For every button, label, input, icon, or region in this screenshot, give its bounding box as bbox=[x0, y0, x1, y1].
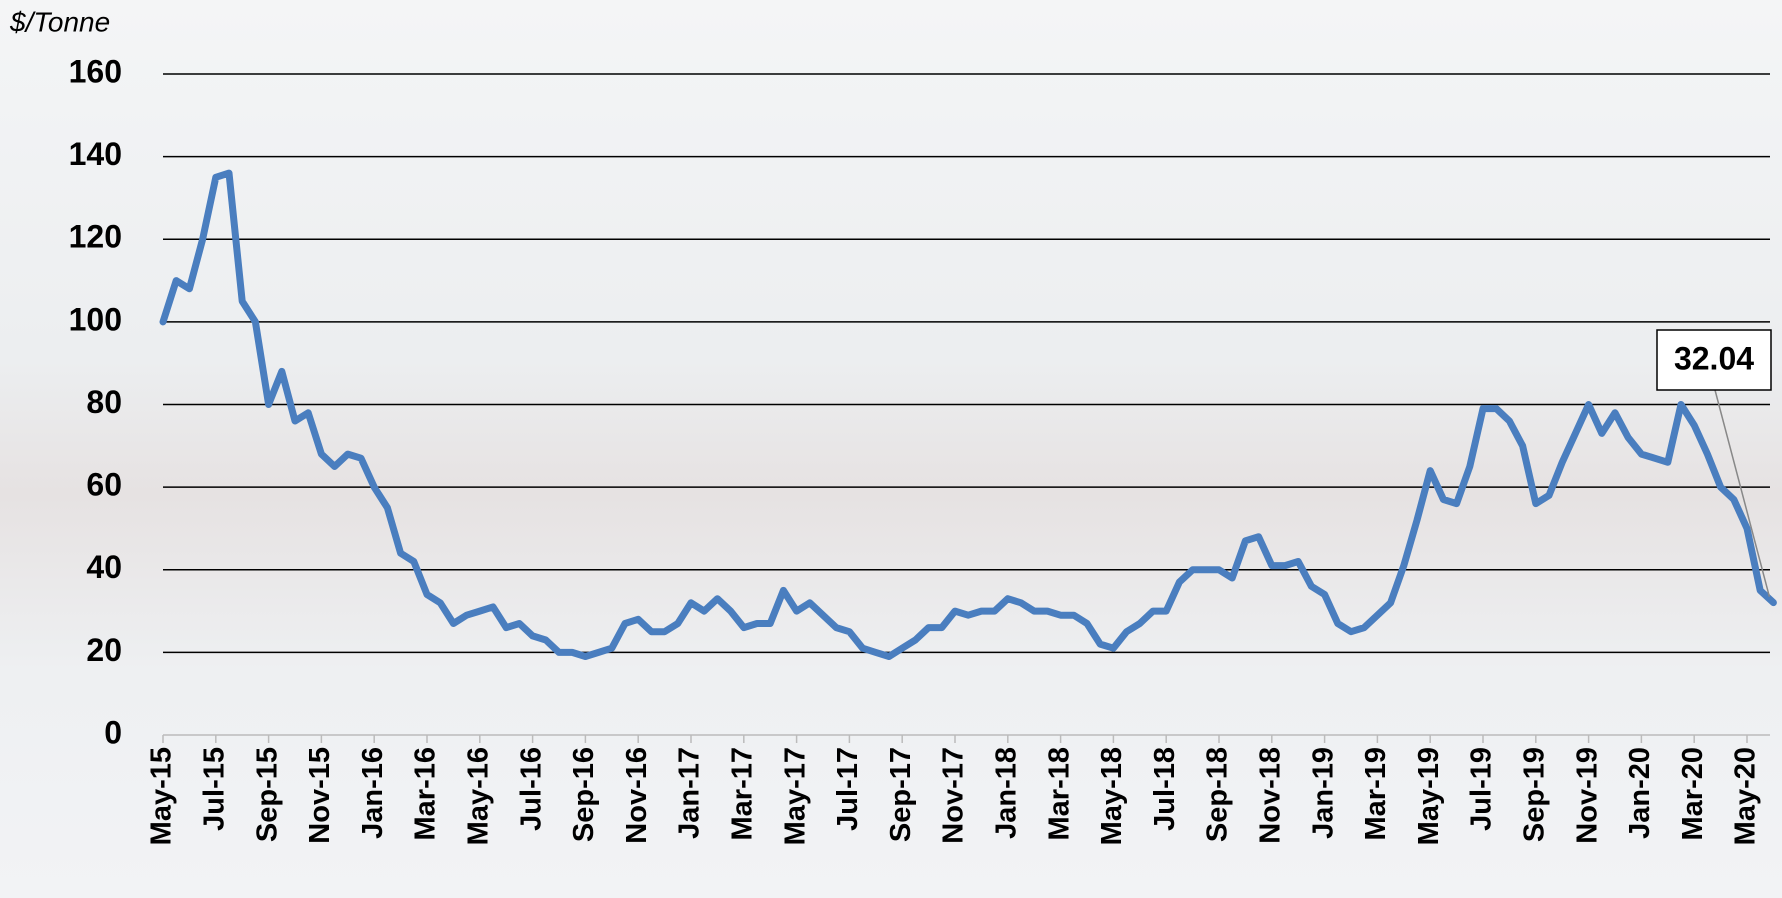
x-tick-label: Jul-17 bbox=[832, 747, 864, 831]
value-label: 32.04 bbox=[1674, 340, 1754, 376]
x-tick-label: Mar-17 bbox=[726, 747, 758, 841]
x-tick-label: Jul-16 bbox=[515, 747, 547, 831]
chart: $/Tonne 0 20 40 60 80 100 120 140 160 May-15 Jul-1… bbox=[0, 0, 1782, 898]
x-tick-label: May-20 bbox=[1730, 747, 1762, 845]
x-tick-label: May-15 bbox=[146, 747, 178, 845]
x-tick-label: Nov-17 bbox=[938, 747, 970, 844]
y-tick-label: 80 bbox=[86, 384, 122, 420]
y-axis-label: $/Tonne bbox=[9, 6, 110, 37]
x-tick-label: Mar-20 bbox=[1677, 747, 1709, 841]
x-tick-label: Jul-19 bbox=[1466, 747, 1498, 831]
x-tick-label: Nov-19 bbox=[1571, 747, 1603, 844]
x-tick-label: Mar-16 bbox=[410, 747, 442, 841]
x-tick-label: May-18 bbox=[1096, 747, 1128, 845]
y-tick-label: 140 bbox=[69, 136, 122, 172]
x-tick-label: Sep-19 bbox=[1518, 747, 1550, 842]
y-tick-label: 40 bbox=[86, 549, 122, 585]
x-tick-label: May-16 bbox=[462, 747, 494, 845]
y-tick-label: 160 bbox=[69, 53, 122, 89]
x-tick-label: Jan-18 bbox=[990, 747, 1022, 839]
x-tick-label: Nov-15 bbox=[304, 747, 336, 844]
x-tick-label: Jul-15 bbox=[198, 747, 230, 831]
y-tick-label: 20 bbox=[86, 632, 122, 668]
x-tick-label: Jan-20 bbox=[1624, 747, 1656, 839]
y-tick-label: 60 bbox=[86, 467, 122, 503]
y-tick-label: 120 bbox=[69, 219, 122, 255]
x-tick-label: May-19 bbox=[1413, 747, 1445, 845]
x-tick-label: Mar-19 bbox=[1360, 747, 1392, 841]
x-tick-label: Sep-15 bbox=[251, 747, 283, 842]
line bbox=[163, 173, 1773, 656]
x-tick-label: Sep-17 bbox=[885, 747, 917, 842]
y-tick-label: 0 bbox=[104, 714, 122, 750]
x-tick-label: Sep-18 bbox=[1202, 747, 1234, 842]
x-tick-label: Sep-16 bbox=[568, 747, 600, 842]
y-tick-label: 100 bbox=[69, 301, 122, 337]
x-tick-label: Mar-18 bbox=[1043, 747, 1075, 841]
x-tick-label: Nov-18 bbox=[1254, 747, 1286, 844]
x-tick-label: Jan-17 bbox=[674, 747, 706, 839]
x-tick-label: Jul-18 bbox=[1149, 747, 1181, 831]
x-tick-label: Nov-16 bbox=[621, 747, 653, 844]
x-tick-label: Jan-16 bbox=[357, 747, 389, 839]
x-tick-label: Jan-19 bbox=[1307, 747, 1339, 839]
x-tick-label: May-17 bbox=[779, 747, 811, 845]
